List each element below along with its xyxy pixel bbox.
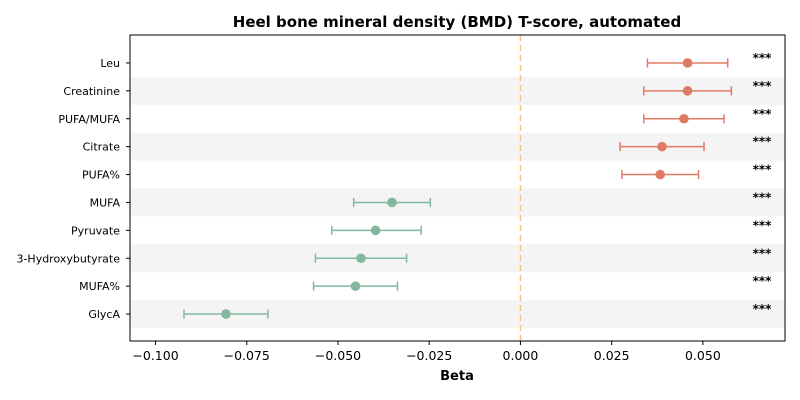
x-tick-label: −0.075 xyxy=(224,348,270,363)
row-label: GlycA xyxy=(88,308,120,321)
significance-label: *** xyxy=(753,218,773,232)
significance-label: *** xyxy=(753,79,773,93)
x-axis-label: Beta xyxy=(440,369,474,384)
x-tick-label: 0.025 xyxy=(594,348,630,363)
x-tick-label: 0.000 xyxy=(503,348,539,363)
point-estimate xyxy=(387,197,397,208)
point-estimate xyxy=(350,281,361,291)
estimate-row: Pyruvate *** xyxy=(71,218,772,237)
row-label: PUFA% xyxy=(82,169,120,182)
estimate-row: GlycA *** xyxy=(88,302,772,321)
point-estimate xyxy=(657,141,667,152)
significance-label: *** xyxy=(753,135,773,149)
point-estimate xyxy=(679,113,689,124)
row-label: Pyruvate xyxy=(71,224,120,237)
point-estimate xyxy=(370,225,381,236)
chart-title: Heel bone mineral density (BMD) T-score,… xyxy=(233,13,681,31)
estimate-row: MUFA% *** xyxy=(79,274,772,293)
significance-label: *** xyxy=(753,190,773,204)
row-bands xyxy=(130,76,785,328)
point-estimate xyxy=(655,169,666,180)
x-tick-label: −0.050 xyxy=(315,348,361,363)
point-estimate xyxy=(221,309,231,319)
significance-label: *** xyxy=(753,163,773,177)
estimate-row: Leu *** xyxy=(100,51,772,70)
point-estimate xyxy=(682,58,693,68)
estimate-row: Citrate *** xyxy=(83,135,773,154)
estimate-row: Creatinine *** xyxy=(63,79,772,98)
estimate-row: 3-Hydroxybutyrate *** xyxy=(16,246,772,265)
row-label: MUFA xyxy=(90,196,121,209)
row-label: Leu xyxy=(100,57,120,70)
significance-label: *** xyxy=(753,51,773,65)
plot-frame xyxy=(129,34,786,342)
x-axis: −0.100 −0.075 −0.050 −0.025 0.000 0.025 0.050 xyxy=(132,341,721,363)
x-tick-label: 0.050 xyxy=(685,348,721,363)
significance-label: *** xyxy=(753,107,773,121)
estimate-row: PUFA/MUFA *** xyxy=(58,107,772,126)
x-tick-label: −0.025 xyxy=(406,348,452,363)
significance-label: *** xyxy=(753,274,773,288)
point-estimate xyxy=(356,253,366,264)
row-label: Citrate xyxy=(83,141,121,154)
row-label: MUFA% xyxy=(79,280,120,293)
point-estimate xyxy=(682,86,693,96)
row-label: PUFA/MUFA xyxy=(58,113,120,126)
significance-label: *** xyxy=(753,302,773,316)
estimate-row: MUFA *** xyxy=(90,190,773,209)
significance-label: *** xyxy=(753,246,773,260)
estimate-rows: Leu *** Creatinine *** PUFA/MUFA *** Citrate **… xyxy=(16,51,772,321)
row-band xyxy=(130,244,785,273)
x-tick-label: −0.100 xyxy=(132,348,178,363)
row-label: Creatinine xyxy=(63,85,120,98)
estimate-row: PUFA% *** xyxy=(82,163,772,182)
row-label: 3-Hydroxybutyrate xyxy=(16,252,120,265)
row-band xyxy=(130,188,785,217)
